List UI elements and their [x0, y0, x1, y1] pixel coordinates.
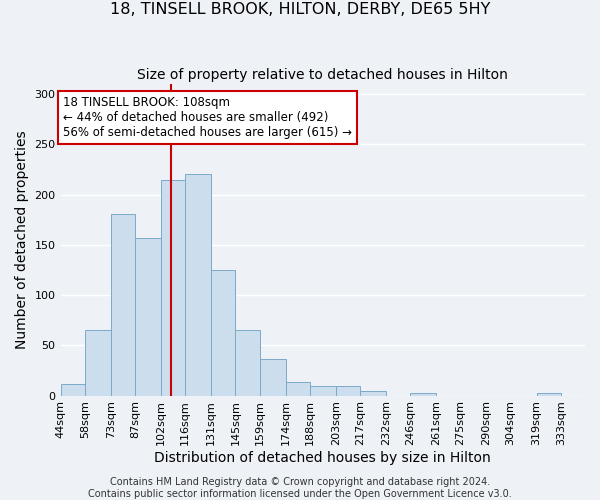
Y-axis label: Number of detached properties: Number of detached properties [15, 130, 29, 349]
Bar [185, 174, 211, 396]
Bar [360, 390, 386, 396]
Text: 18 TINSELL BROOK: 108sqm
← 44% of detached houses are smaller (492)
56% of semi-: 18 TINSELL BROOK: 108sqm ← 44% of detach… [63, 96, 352, 139]
X-axis label: Distribution of detached houses by size in Hilton: Distribution of detached houses by size … [154, 451, 491, 465]
Bar [85, 330, 111, 396]
Title: Size of property relative to detached houses in Hilton: Size of property relative to detached ho… [137, 68, 508, 82]
Text: 18, TINSELL BROOK, HILTON, DERBY, DE65 5HY: 18, TINSELL BROOK, HILTON, DERBY, DE65 5… [110, 2, 490, 18]
Bar [135, 238, 161, 396]
Bar [310, 386, 336, 396]
Text: Contains HM Land Registry data © Crown copyright and database right 2024.
Contai: Contains HM Land Registry data © Crown c… [88, 478, 512, 499]
Bar [235, 330, 260, 396]
Bar [336, 386, 360, 396]
Bar [260, 360, 286, 396]
Bar [61, 384, 85, 396]
Bar [161, 180, 185, 396]
Bar [536, 392, 561, 396]
Bar [286, 382, 310, 396]
Bar [211, 270, 235, 396]
Bar [111, 214, 135, 396]
Bar [410, 392, 436, 396]
